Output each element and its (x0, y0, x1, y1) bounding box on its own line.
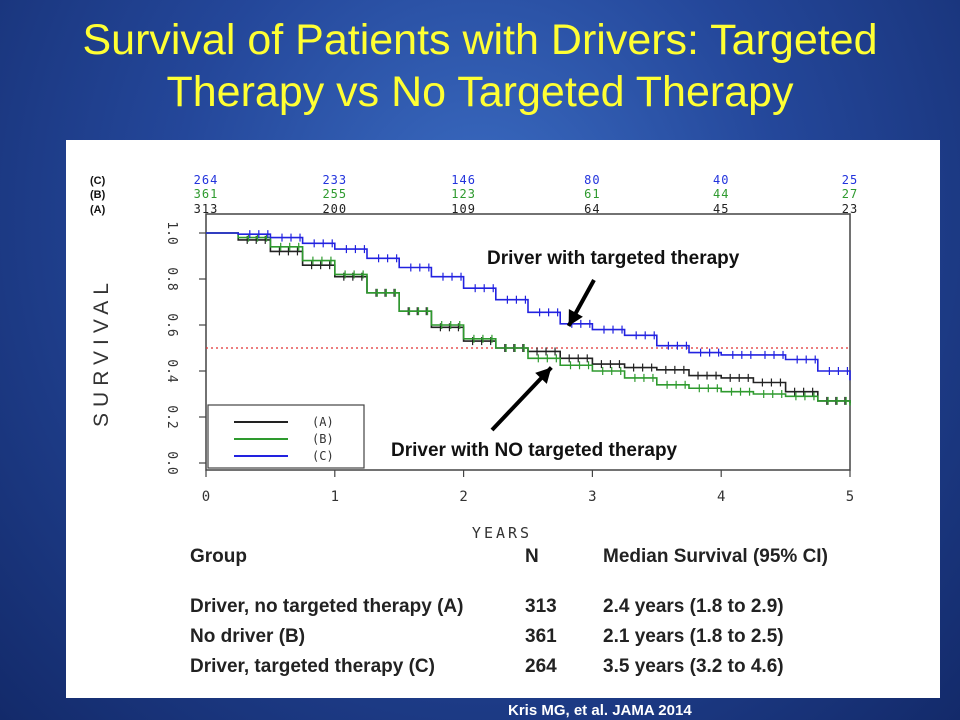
annotation-no-targeted: Driver with NO targeted therapy (391, 440, 678, 461)
cell-group: Driver, targeted therapy (C) (190, 656, 435, 677)
y-tick-label: 0.6 (164, 313, 179, 336)
at-risk-row-label: (C) (90, 175, 106, 187)
cell-n: 313 (525, 596, 557, 617)
x-axis-label: YEARS (472, 524, 532, 540)
at-risk-count: 44 (713, 187, 729, 201)
y-axis-label: SURVIVAL (90, 277, 113, 427)
at-risk-count: 313 (194, 202, 219, 216)
y-tick-label: 0.0 (164, 451, 179, 474)
y-tick-label: 0.8 (164, 267, 179, 290)
header-group: Group (190, 546, 247, 567)
annotations: Driver with targeted therapy Driver with … (391, 248, 740, 461)
cell-group: No driver (B) (190, 626, 306, 647)
cell-group: Driver, no targeted therapy (A) (190, 596, 464, 617)
slide-title-line-1: Survival of Patients with Drivers: Targe… (82, 16, 878, 64)
table-header-row: Group N Median Survival (95% CI) (190, 540, 828, 574)
cell-median: 2.4 years (1.8 to 2.9) (603, 596, 784, 617)
at-risk-count: 45 (713, 202, 729, 216)
survival-curve-b (206, 232, 851, 406)
at-risk-count: 146 (451, 173, 476, 187)
at-risk-row-label: (B) (90, 189, 106, 201)
cell-n: 264 (525, 656, 557, 677)
y-tick-label: 1.0 (164, 221, 179, 244)
table-row: Driver, targeted therapy (C) 264 3.5 yea… (190, 652, 828, 682)
median-survival-table: Group N Median Survival (95% CI) Driver,… (190, 540, 828, 682)
header-n: N (525, 546, 539, 567)
legend-label: (A) (312, 415, 334, 429)
at-risk-count: 27 (842, 187, 858, 201)
table-row: No driver (B) 361 2.1 years (1.8 to 2.5) (190, 622, 828, 652)
x-tick-label: 0 (202, 489, 210, 505)
x-tick-label: 3 (588, 489, 596, 505)
slide-title: Survival of Patients with Drivers: Targe… (0, 14, 960, 118)
table-row: Driver, no targeted therapy (A) 313 2.4 … (190, 592, 828, 622)
at-risk-count: 233 (322, 173, 347, 187)
axes: 0 1 2 3 4 5 0.0 0.2 0.4 0.6 0.8 1.0 (164, 221, 854, 505)
at-risk-count: 61 (584, 187, 600, 201)
legend-box (207, 404, 365, 469)
arrow-targeted-head (568, 309, 583, 326)
at-risk-table: (C) 264 233 146 80 40 25 (B) 361 255 123 61 44 27 (A) 3… (90, 173, 858, 216)
at-risk-count: 361 (194, 187, 219, 201)
at-risk-count: 200 (322, 202, 347, 216)
at-risk-row-label: (A) (90, 204, 106, 216)
x-tick-label: 1 (331, 489, 339, 505)
citation: Kris MG, et al. JAMA 2014 (508, 702, 692, 719)
at-risk-count: 255 (322, 187, 347, 201)
legend-label: (B) (312, 432, 334, 446)
survival-chart: (C) 264 233 146 80 40 25(B) 361 255 123 61 44 27(A) 3… (90, 173, 858, 540)
at-risk-count: 64 (584, 202, 600, 216)
survival-curve-c (206, 232, 851, 381)
plot-frame (205, 213, 851, 471)
cell-n: 361 (525, 626, 557, 647)
at-risk-count: 264 (194, 173, 219, 187)
legend-label: (C) (312, 449, 334, 463)
cell-median: 2.1 years (1.8 to 2.5) (603, 626, 784, 647)
x-tick-label: 2 (459, 489, 467, 505)
at-risk-count: 23 (842, 202, 858, 216)
y-tick-label: 0.2 (164, 405, 179, 428)
x-tick-label: 4 (717, 489, 725, 505)
at-risk-count: 25 (842, 173, 858, 187)
at-risk-count: 80 (584, 173, 600, 187)
slide-title-line-2: Therapy vs No Targeted Therapy (166, 68, 794, 116)
at-risk-count: 123 (451, 187, 476, 201)
at-risk-count: 109 (451, 202, 476, 216)
arrow-no-targeted-head (535, 367, 552, 384)
header-median: Median Survival (95% CI) (603, 546, 828, 567)
legend: (A) (B) (C) (207, 404, 365, 469)
at-risk-count: 40 (713, 173, 729, 187)
y-tick-label: 0.4 (164, 359, 179, 383)
annotation-targeted: Driver with targeted therapy (487, 248, 740, 269)
cell-median: 3.5 years (3.2 to 4.6) (603, 656, 784, 677)
table-spacer (190, 574, 828, 592)
series-group (206, 230, 851, 406)
x-tick-label: 5 (846, 489, 854, 505)
